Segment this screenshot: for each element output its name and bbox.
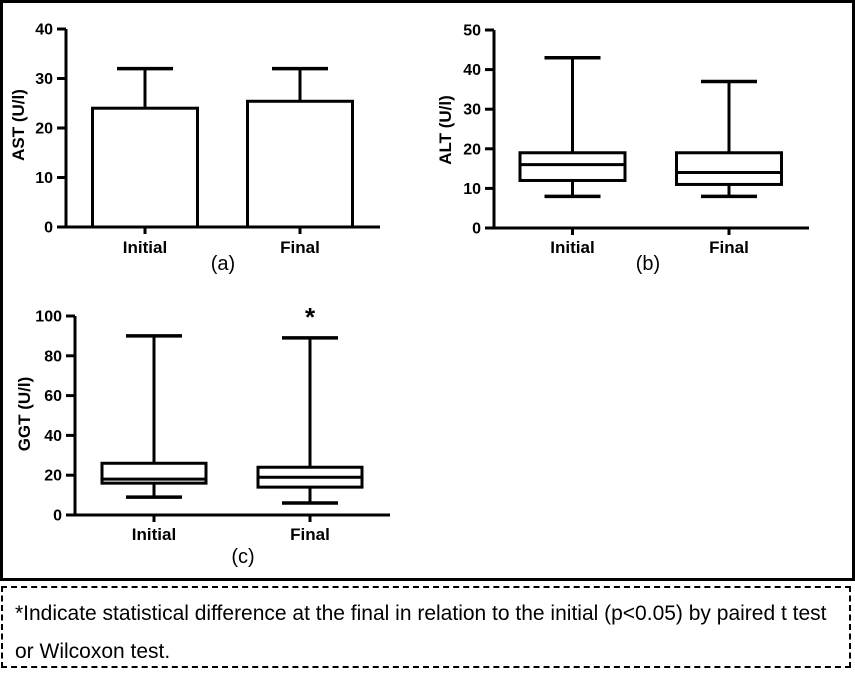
y-tick-label: 40 xyxy=(463,62,481,79)
y-tick-label: 0 xyxy=(53,508,62,525)
y-tick-label: 30 xyxy=(463,102,481,119)
box xyxy=(675,151,783,186)
significance-asterisk: * xyxy=(305,302,316,332)
panel-label: (c) xyxy=(231,546,254,568)
y-tick-label: 10 xyxy=(35,170,53,187)
chart-panel-b: 0 10 20 30 40 50 Initial Final ALT (U/l) (b) xyxy=(436,23,809,275)
category-label: Final xyxy=(280,238,320,257)
y-tick-label: 50 xyxy=(463,23,481,40)
y-tick-label: 20 xyxy=(463,141,481,158)
category-label: Final xyxy=(290,525,330,544)
category-label: Final xyxy=(709,238,749,257)
panel-label: (b) xyxy=(636,253,660,275)
y-tick-label: 40 xyxy=(35,22,53,39)
y-axis-title: ALT (U/l) xyxy=(436,95,455,165)
chart-panel-c: 0 20 40 60 80 100 Initial Final GGT (U/l) (c) * xyxy=(15,302,390,568)
category-label: Initial xyxy=(132,525,176,544)
footnote-text: *Indicate statistical difference at the … xyxy=(15,602,827,663)
y-tick-label: 20 xyxy=(44,468,62,485)
y-tick-label: 80 xyxy=(44,348,62,365)
category-label: Initial xyxy=(550,238,594,257)
bar xyxy=(246,99,354,229)
panel-label: (a) xyxy=(211,253,235,275)
box xyxy=(518,151,627,182)
y-tick-label: 10 xyxy=(463,181,481,198)
bar xyxy=(91,106,199,229)
category-label: Initial xyxy=(123,238,167,257)
y-tick-label: 100 xyxy=(35,309,62,326)
y-tick-label: 0 xyxy=(44,220,53,237)
charts-panel: 0 10 20 30 40 Initial Final AST (U/l) (a) 0 10 20 30… xyxy=(0,0,855,581)
y-tick-label: 0 xyxy=(472,221,481,238)
charts-svg: 0 10 20 30 40 Initial Final AST (U/l) (a) 0 10 20 30… xyxy=(9,22,809,568)
y-tick-label: 20 xyxy=(35,121,53,138)
chart-panel-a: 0 10 20 30 40 Initial Final AST (U/l) (a) xyxy=(9,22,380,275)
y-axis-title: GGT (U/l) xyxy=(15,377,34,452)
y-tick-label: 40 xyxy=(44,428,62,445)
y-tick-label: 30 xyxy=(35,71,53,88)
y-tick-label: 60 xyxy=(44,388,62,405)
y-axis-title: AST (U/l) xyxy=(9,89,28,161)
footnote-box: *Indicate statistical difference at the … xyxy=(1,586,851,668)
